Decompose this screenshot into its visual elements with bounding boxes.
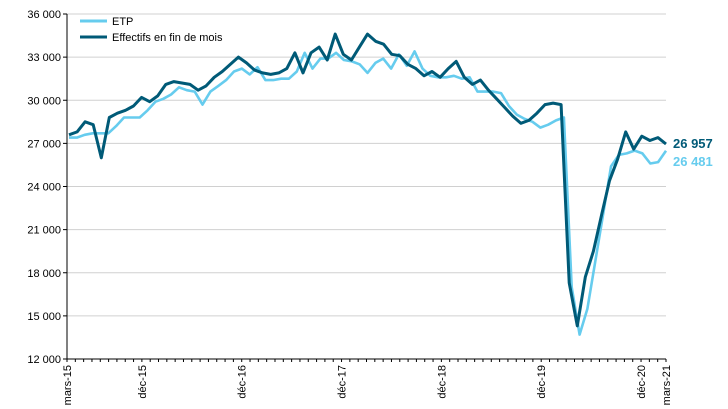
x-tick-label: déc-15 [137, 365, 149, 399]
series-line-etp [69, 50, 668, 336]
y-tick-label: 30 000 [27, 95, 61, 107]
x-tick-label: déc-17 [337, 365, 349, 399]
y-tick-label: 33 000 [27, 52, 61, 64]
y-tick-label: 18 000 [27, 268, 61, 280]
y-tick-label: 15 000 [27, 311, 61, 323]
axes: 12 000 15 000 18 000 21 000 24 000 27 000 30 0… [27, 9, 673, 405]
y-tick-label: 27 000 [27, 138, 61, 150]
series-group [68, 32, 668, 336]
x-tick-label: mars-15 [62, 365, 74, 405]
y-tick-label: 21 000 [27, 225, 61, 237]
x-tick-label: déc-16 [237, 365, 249, 399]
series-line-effectifs [68, 32, 667, 328]
y-tick-label: 12 000 [27, 354, 61, 366]
legend: ETP Effectifs en fin de mois [80, 16, 223, 44]
x-tick-label: déc-20 [636, 365, 648, 399]
x-tick-label: déc-19 [536, 365, 548, 399]
x-tick-label: déc-18 [436, 365, 448, 399]
end-labels: 26 481 26 957 [673, 136, 713, 169]
x-tick-label: mars-21 [661, 365, 673, 405]
y-tick-label: 24 000 [27, 182, 61, 194]
end-label-etp: 26 481 [673, 154, 713, 169]
y-tick-label: 36 000 [27, 9, 61, 21]
gridlines [67, 13, 666, 360]
legend-label: Effectifs en fin de mois [112, 32, 223, 44]
end-label-effectifs: 26 957 [673, 136, 713, 151]
legend-label: ETP [112, 16, 133, 28]
